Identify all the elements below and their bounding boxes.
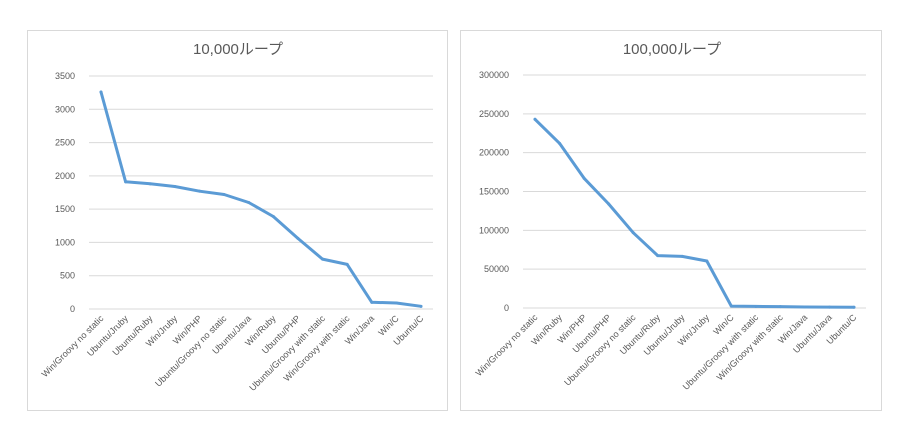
data-point [296,236,300,240]
data-point [827,305,831,309]
data-point [533,117,537,121]
chart-10000-svg: 10,000ループ 0500100015002000250030003500Wi… [40,41,433,393]
y-tick-label: 1000 [55,237,75,247]
y-tick-label: 2000 [55,171,75,181]
data-point [197,189,201,193]
y-tick-label: 300000 [479,70,509,80]
data-point [247,200,251,204]
series-line [533,117,856,309]
y-tick-label: 500 [60,271,75,281]
y-tick-label: 3000 [55,104,75,114]
series-line [99,90,423,308]
chart-100000-svg: 100,000ループ 0 50000 100000 150000 200000 25000… [474,41,866,392]
data-point [394,301,398,305]
data-point [754,304,758,308]
data-point [558,141,562,145]
data-point [148,182,152,186]
data-point [607,202,611,206]
data-point [419,304,423,308]
chart-panel-10000: 10,000ループ 0 500 1000 1500 2000 2500 3000 3500 Wi… [27,30,448,411]
y-tick-label: 200000 [479,148,509,158]
x-tick-label: Win/Groovy no static [474,312,540,378]
chart-title: 100,000ループ [623,41,721,58]
data-point [99,90,103,94]
data-point [124,180,128,184]
y-tick-label: 250000 [479,109,509,119]
data-point [370,300,374,304]
data-point [321,257,325,261]
data-point [222,192,226,196]
chart-title: 10,000ループ [193,41,283,58]
data-point [778,305,782,309]
data-point [345,262,349,266]
y-tick-label: 0 [504,303,509,313]
data-point [705,259,709,263]
data-point [729,304,733,308]
data-point [271,214,275,218]
data-point [656,254,660,258]
data-point [582,176,586,180]
y-tick-label: 150000 [479,187,509,197]
y-tick-label: 3500 [55,71,75,81]
y-tick-label: 1500 [55,204,75,214]
data-point [631,231,635,235]
y-tick-label: 0 [70,304,75,314]
data-point [680,254,684,258]
data-point [852,305,856,309]
y-tick-label: 100000 [479,225,509,235]
y-tick-label: 2500 [55,138,75,148]
data-point [173,185,177,189]
y-tick-label: 50000 [484,264,509,274]
data-point [803,305,807,309]
chart-panel-100000: 100,000ループ 0 50000 100000 150000 200000 25000… [460,30,882,411]
